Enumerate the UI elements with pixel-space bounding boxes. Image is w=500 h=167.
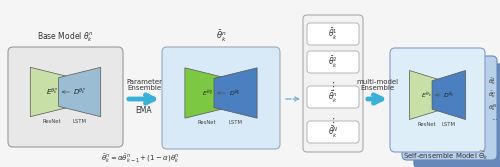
Polygon shape [185, 68, 228, 118]
Text: multi-model: multi-model [356, 79, 398, 85]
Text: $\bar{\theta}_k^2$: $\bar{\theta}_k^2$ [328, 54, 338, 70]
Text: ResNet: ResNet [198, 120, 216, 125]
Text: Ensemble: Ensemble [360, 85, 394, 91]
FancyBboxPatch shape [307, 121, 359, 143]
Text: $E^{\bar{\theta}_k^n}$: $E^{\bar{\theta}_k^n}$ [202, 88, 212, 98]
Text: $\theta_k^N$: $\theta_k^N$ [488, 103, 498, 113]
Text: LSTM: LSTM [72, 119, 86, 124]
FancyBboxPatch shape [303, 15, 363, 152]
Text: ResNet: ResNet [418, 122, 436, 126]
Text: $\bar{\theta}_k^N$: $\bar{\theta}_k^N$ [328, 124, 338, 140]
Polygon shape [410, 70, 443, 120]
Text: ...: ... [492, 115, 498, 121]
Text: LSTM: LSTM [228, 120, 242, 125]
Text: $\bar{\theta}_k^n$: $\bar{\theta}_k^n$ [488, 90, 496, 100]
Text: EMA: EMA [136, 106, 152, 115]
Polygon shape [214, 68, 257, 118]
FancyBboxPatch shape [414, 64, 500, 167]
Text: $\bar{\theta}_k^n$: $\bar{\theta}_k^n$ [216, 29, 226, 44]
Text: Self-ensemble Model $\widetilde{\Theta}_k$: Self-ensemble Model $\widetilde{\Theta}_… [402, 150, 488, 162]
FancyBboxPatch shape [162, 47, 280, 149]
Polygon shape [58, 67, 100, 117]
Text: $E^{\bar{\theta}_k}$: $E^{\bar{\theta}_k}$ [421, 90, 432, 100]
Polygon shape [30, 67, 72, 117]
Text: ⋮: ⋮ [328, 82, 338, 92]
Text: $\bar{\theta}_k^n = \alpha\bar{\theta}_{k-1}^n + (1-\alpha)\theta_k^n$: $\bar{\theta}_k^n = \alpha\bar{\theta}_{… [100, 153, 180, 165]
Text: $\bar{\theta}_k^n$: $\bar{\theta}_k^n$ [328, 89, 338, 105]
Text: Parameter: Parameter [126, 79, 162, 85]
Text: LSTM: LSTM [442, 122, 456, 126]
Text: $D^{\theta_k^n}$: $D^{\theta_k^n}$ [72, 87, 86, 97]
Text: ResNet: ResNet [42, 119, 61, 124]
Text: Base Model $\theta_k^n$: Base Model $\theta_k^n$ [37, 31, 94, 44]
Text: $D^{\bar{\theta}_k}$: $D^{\bar{\theta}_k}$ [442, 90, 454, 100]
FancyBboxPatch shape [307, 86, 359, 108]
Text: ⋮: ⋮ [328, 118, 338, 128]
Polygon shape [432, 70, 466, 120]
Text: $\bar{\theta}_k^1$: $\bar{\theta}_k^1$ [488, 77, 496, 87]
Text: $D^{\bar{\theta}_k^n}$: $D^{\bar{\theta}_k^n}$ [229, 88, 241, 98]
FancyBboxPatch shape [307, 51, 359, 73]
FancyBboxPatch shape [402, 56, 497, 160]
FancyBboxPatch shape [8, 47, 123, 147]
Text: Ensemble: Ensemble [127, 85, 161, 91]
FancyBboxPatch shape [307, 23, 359, 45]
FancyBboxPatch shape [390, 48, 485, 152]
Text: $\bar{\theta}_k^1$: $\bar{\theta}_k^1$ [328, 26, 338, 42]
Text: $E^{\theta_k^n}$: $E^{\theta_k^n}$ [46, 87, 58, 97]
